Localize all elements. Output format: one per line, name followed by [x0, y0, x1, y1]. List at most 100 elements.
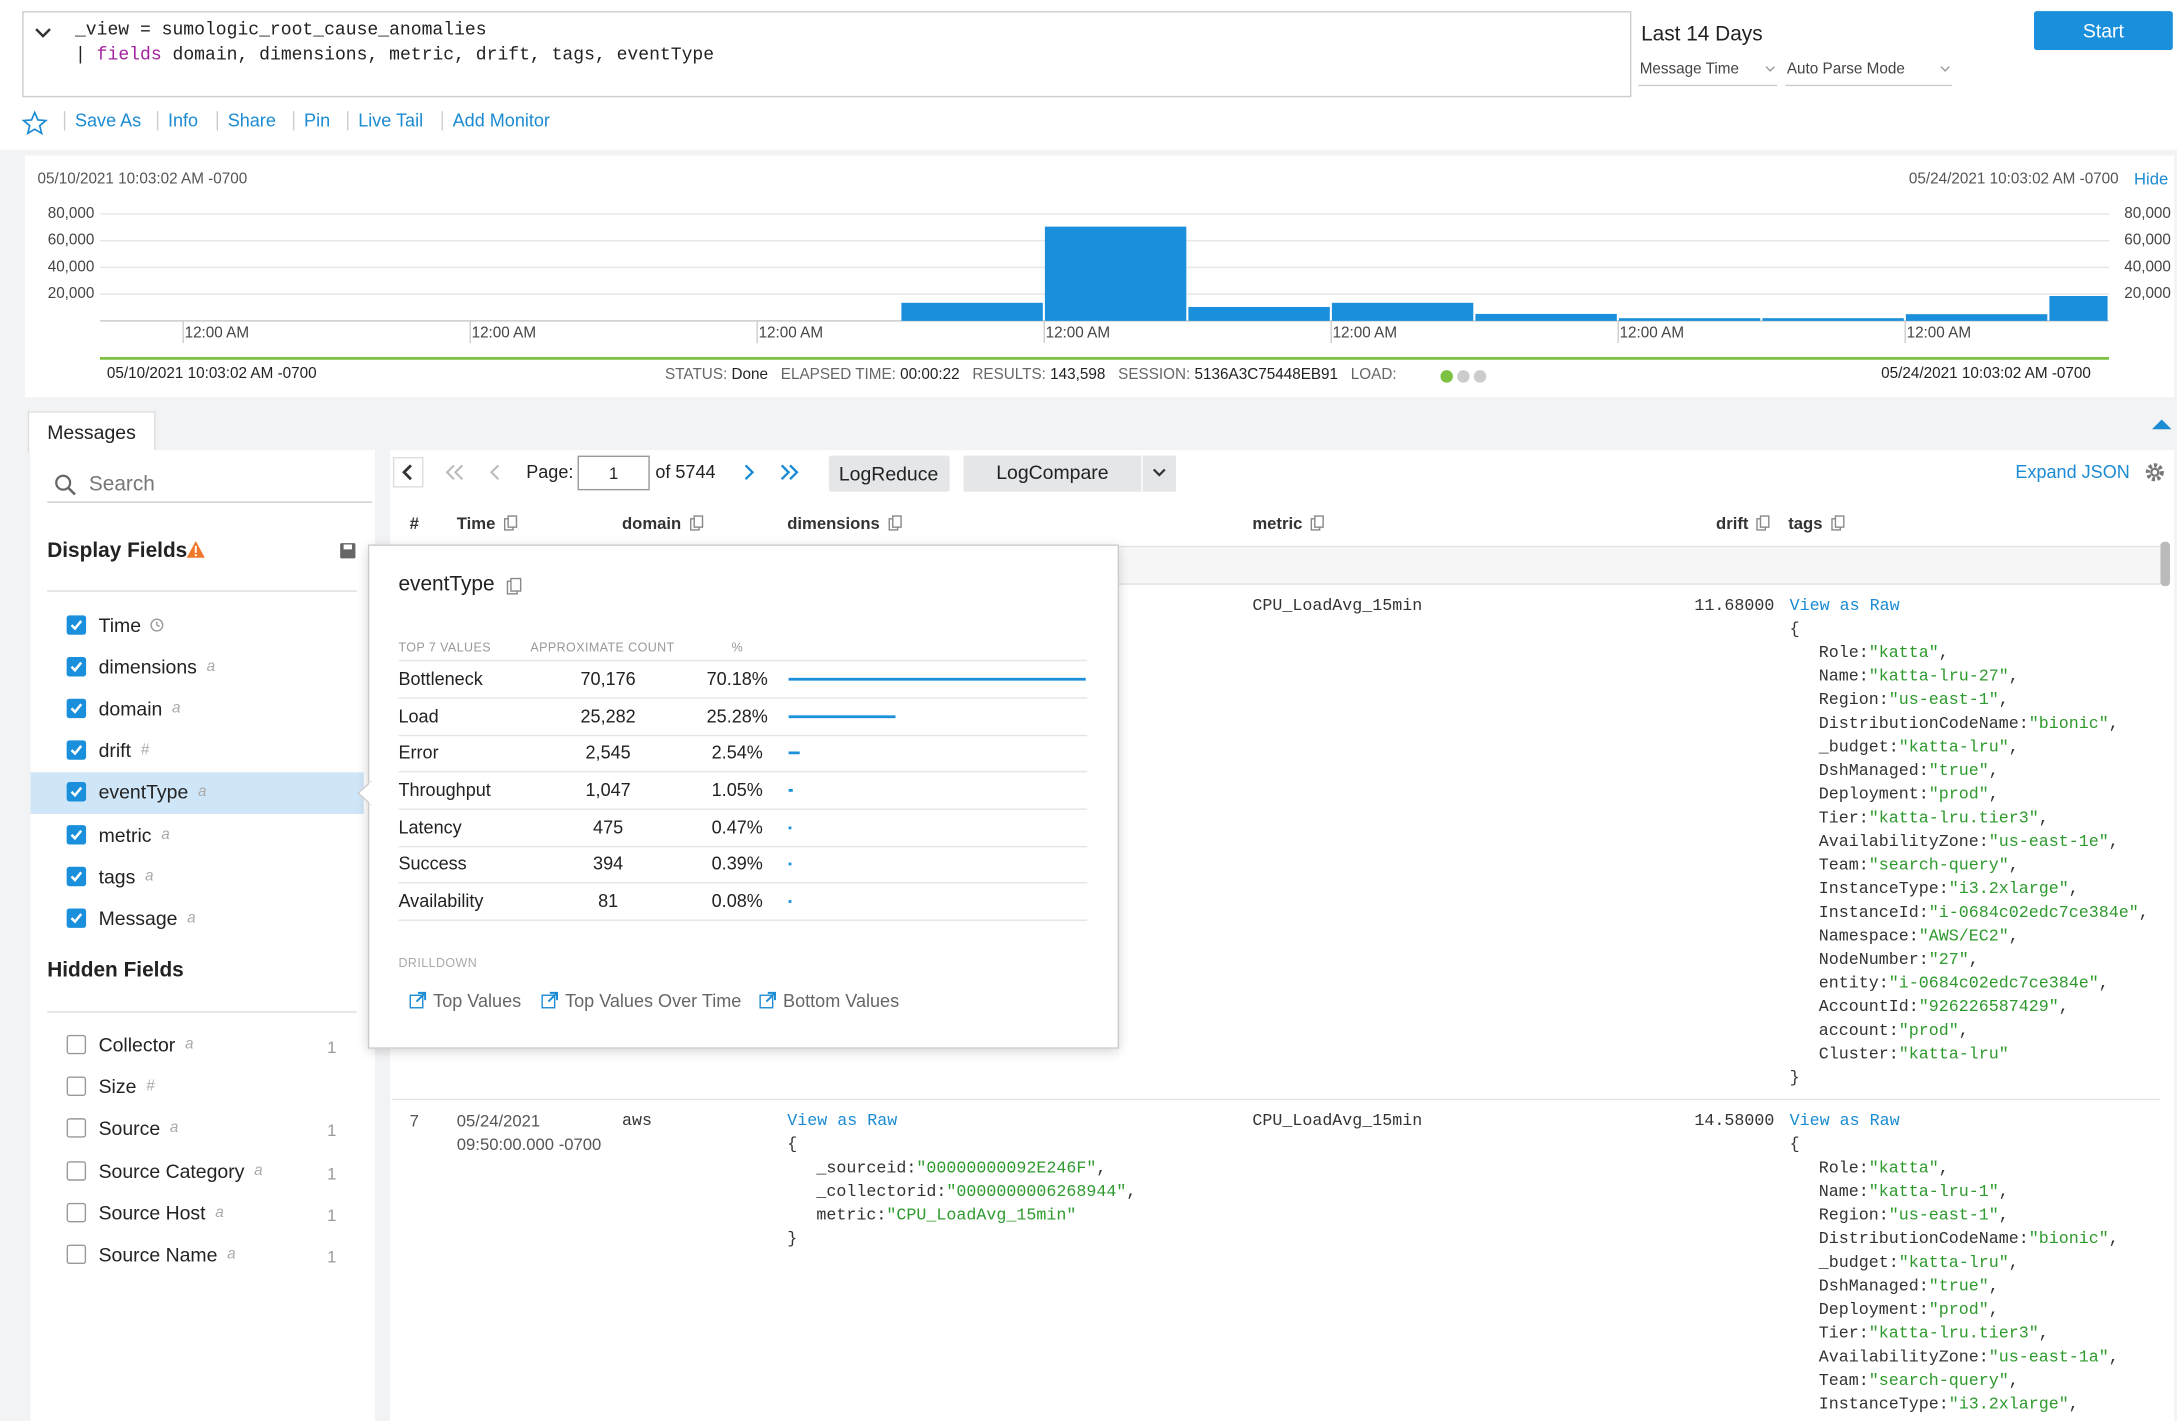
value-bar [788, 751, 800, 755]
messages-tab-label[interactable]: Messages [47, 420, 136, 444]
field-type: a [197, 783, 207, 801]
field-checkbox[interactable] [66, 1202, 87, 1223]
copy-icon[interactable] [503, 515, 518, 532]
column-header[interactable]: # [409, 513, 419, 534]
json-entry: AvailabilityZone:"us-east-1a", [1819, 1344, 2119, 1369]
drilldown-link[interactable]: Top Values [433, 990, 522, 1012]
field-checkbox[interactable] [66, 1244, 87, 1265]
field-name[interactable]: Source Host [98, 1201, 206, 1224]
json-value: "i-0684c02edc7ce384e" [1928, 902, 2139, 922]
field-name[interactable]: Source Name [98, 1243, 218, 1266]
drilldown-link[interactable]: Bottom Values [783, 990, 900, 1012]
view-raw-link[interactable]: View as Raw [1789, 595, 1900, 616]
toolbar-separator [292, 111, 295, 131]
checkmark [70, 787, 83, 798]
query-pipe: | [74, 44, 86, 66]
column-header[interactable]: drift [1716, 513, 1749, 534]
checkmark [70, 745, 83, 756]
expand-json[interactable]: Expand JSON [2015, 461, 2130, 483]
field-name[interactable]: Message [98, 906, 178, 929]
field-name[interactable]: dimensions [98, 655, 197, 678]
copy-icon[interactable] [1310, 515, 1325, 532]
logcompare-button[interactable] [963, 455, 1142, 492]
copy-icon[interactable] [1756, 515, 1771, 532]
last-page[interactable] [779, 463, 801, 482]
field-name[interactable]: eventType [98, 781, 189, 804]
external-link-icon [759, 991, 776, 1009]
first-page[interactable] [443, 463, 465, 482]
time-range[interactable]: Last 14 Days [1641, 22, 1763, 46]
field-name[interactable]: Source [98, 1117, 161, 1140]
hide-link[interactable]: Hide [2133, 169, 2169, 189]
field-count: 1 [327, 1121, 337, 1141]
column-header[interactable]: dimensions [787, 513, 880, 534]
back-button[interactable] [392, 456, 424, 488]
toolbar-link[interactable]: Pin [304, 109, 331, 131]
metric-cell: CPU_LoadAvg_15min [1252, 595, 1423, 616]
json-entry: Role:"katta", [1819, 1155, 1949, 1180]
field-name[interactable]: Collector [98, 1033, 176, 1056]
value-name[interactable]: Latency [398, 816, 462, 838]
collapse-chevron[interactable] [33, 25, 52, 42]
copy-icon[interactable] [1830, 515, 1845, 532]
collapse-arrow[interactable] [2151, 417, 2173, 431]
query-editor[interactable] [22, 11, 1632, 98]
scrollbar-thumb[interactable] [2160, 541, 2171, 587]
messages-tab[interactable] [27, 411, 156, 453]
value-name[interactable]: Success [398, 853, 467, 875]
drilldown-link[interactable]: Top Values Over Time [565, 990, 742, 1012]
field-name[interactable]: metric [98, 823, 152, 846]
field-name[interactable]: tags [98, 864, 136, 888]
json-separator: , [2098, 973, 2109, 993]
prev-page[interactable] [489, 463, 503, 482]
column-header[interactable]: tags [1788, 513, 1823, 534]
toolbar-link[interactable]: Info [167, 109, 199, 131]
toolbar-link[interactable]: Share [227, 109, 276, 131]
field-checkbox[interactable] [66, 1034, 87, 1055]
field-name[interactable]: Time [98, 613, 142, 637]
field-name[interactable]: domain [98, 697, 163, 720]
start-button[interactable]: Start [2082, 19, 2124, 42]
view-raw-link[interactable]: View as Raw [1789, 1111, 1900, 1131]
toolbar-link[interactable]: Live Tail [358, 109, 424, 131]
json-key: DshManaged: [1818, 760, 1929, 780]
json-key: Name: [1818, 666, 1869, 686]
field-checkbox[interactable] [66, 1160, 87, 1181]
column-header[interactable]: metric [1252, 513, 1303, 534]
time-mode[interactable]: Message Time [1639, 61, 1740, 78]
field-count: 1 [327, 1205, 337, 1225]
field-checkbox[interactable] [66, 1118, 87, 1139]
column-header[interactable]: domain [621, 513, 682, 534]
parse-mode[interactable]: Auto Parse Mode [1786, 61, 1905, 78]
logreduce-button[interactable] [828, 455, 950, 492]
column-header[interactable]: Time [456, 513, 496, 534]
toolbar-link[interactable]: Add Monitor [452, 109, 550, 131]
value-name[interactable]: Throughput [398, 779, 491, 801]
field-name[interactable]: drift [98, 739, 131, 762]
header-divider [391, 545, 2161, 548]
toolbar-link[interactable]: Save As [74, 109, 142, 131]
save-icon[interactable] [340, 543, 356, 559]
drilldown-title: DRILLDOWN [398, 955, 478, 970]
star-icon[interactable] [21, 110, 48, 136]
copy-icon[interactable] [888, 515, 902, 532]
field-name[interactable]: Size [98, 1075, 137, 1098]
json-key: InstanceType: [1818, 878, 1949, 899]
page-input[interactable] [577, 455, 650, 491]
copy-icon[interactable] [507, 577, 522, 596]
value-name[interactable]: Load [398, 705, 439, 726]
field-checkbox[interactable] [66, 1076, 87, 1097]
value-name[interactable]: Bottleneck [398, 668, 483, 689]
status-value: Done [731, 366, 769, 384]
field-name[interactable]: Source Category [98, 1159, 245, 1182]
settings-gear[interactable] [2144, 461, 2166, 483]
copy-icon[interactable] [689, 515, 704, 532]
json-value: "AWS/EC2" [1918, 925, 2009, 946]
search-input[interactable]: Search [88, 472, 155, 496]
value-name[interactable]: Error [398, 742, 439, 764]
json-brace: { [787, 1134, 798, 1154]
value-name[interactable]: Availability [398, 890, 484, 912]
next-page[interactable] [743, 463, 757, 482]
start-button-bg[interactable] [2033, 11, 2173, 51]
view-raw-link[interactable]: View as Raw [787, 1111, 898, 1131]
